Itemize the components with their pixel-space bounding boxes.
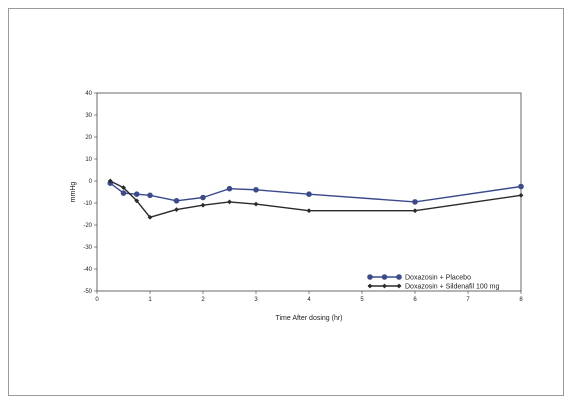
x-tick-label: 7	[466, 297, 470, 303]
y-tick-label: 10	[85, 157, 92, 163]
data-point	[147, 214, 153, 220]
data-point	[306, 191, 312, 197]
series-line-1	[109, 182, 522, 203]
data-point	[173, 198, 180, 204]
data-point	[134, 198, 140, 204]
legend-marker	[382, 283, 387, 289]
x-tick-label: 4	[307, 297, 311, 303]
x-tick-label: 6	[413, 297, 417, 303]
y-tick-label: 0	[89, 179, 93, 185]
legend-label: Doxazosin + Sildenafil 100 mg	[405, 284, 499, 291]
x-tick-label: 3	[254, 297, 258, 303]
legend-marker	[396, 274, 402, 280]
legend-label: Doxazosin + Placebo	[405, 275, 471, 282]
y-tick-label: -50	[83, 289, 92, 295]
y-tick-label: -40	[83, 267, 92, 273]
data-point	[412, 199, 418, 205]
y-tick-label: 30	[85, 113, 92, 119]
legend-marker	[367, 283, 373, 289]
data-point	[227, 199, 232, 205]
data-point	[174, 207, 179, 213]
data-point	[226, 185, 233, 192]
legend-marker	[396, 283, 402, 289]
data-point	[253, 187, 259, 193]
data-point	[133, 191, 140, 197]
x-tick-label: 2	[201, 297, 205, 303]
legend-marker	[381, 274, 388, 280]
x-tick-label: 5	[360, 297, 364, 303]
data-point	[107, 178, 113, 184]
data-point	[200, 202, 206, 208]
y-tick-label: 40	[85, 91, 92, 97]
y-tick-label: 20	[85, 135, 92, 141]
legend-marker	[367, 274, 373, 280]
x-tick-label: 8	[519, 297, 523, 303]
y-tick-label: -30	[83, 245, 92, 251]
x-tick-label: 1	[148, 297, 152, 303]
data-point	[147, 192, 153, 199]
data-point	[412, 208, 418, 214]
data-point	[120, 190, 127, 196]
data-point	[200, 194, 206, 201]
data-point	[253, 201, 259, 207]
y-tick-label: -10	[83, 201, 92, 207]
x-tick-label: 0	[95, 297, 99, 303]
data-point	[306, 208, 312, 214]
legend: Doxazosin + Placebo Doxazosin + Sildenafi…	[367, 274, 499, 291]
y-tick-label: -20	[83, 223, 92, 229]
data-point	[121, 185, 126, 191]
data-point	[518, 183, 524, 190]
data-point	[518, 192, 524, 198]
x-axis-label: Time After dosing (hr)	[275, 315, 342, 322]
y-axis-label: mmHg	[70, 182, 77, 203]
